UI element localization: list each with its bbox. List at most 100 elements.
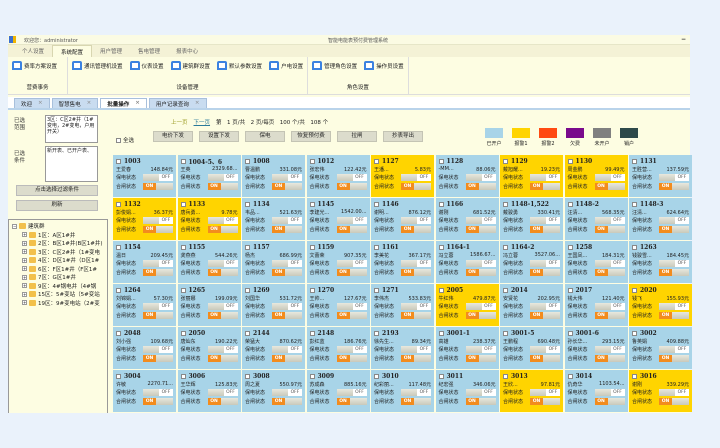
ribbon-tab[interactable]: 用户管理 xyxy=(100,49,123,55)
switch-state-toggle[interactable]: ON xyxy=(336,182,367,190)
refresh-button[interactable]: 刷新 xyxy=(16,200,98,211)
meter-card[interactable]: 1258 王国凤... 184.31元 保电状态 OFF 合闸状态 ON xyxy=(564,241,628,283)
card-checkbox[interactable] xyxy=(438,373,444,379)
expand-icon[interactable]: + xyxy=(22,232,27,238)
meter-card[interactable]: 1003 王爱春 148.84元 保电状态 OFF 合闸状态 ON xyxy=(113,155,176,197)
switch-state-toggle[interactable]: ON xyxy=(465,225,496,233)
switch-state-toggle[interactable]: ON xyxy=(659,268,689,276)
meter-card[interactable]: 1131 王胜营... 137.59元 保电状态 OFF 合闸状态 ON xyxy=(629,155,692,197)
meter-card[interactable]: 3014 仇奇华 1103.54... 保电状态 OFF 合闸状态 ON xyxy=(564,370,628,412)
switch-state-toggle[interactable]: ON xyxy=(465,268,496,276)
switch-state-toggle[interactable]: ON xyxy=(336,268,367,276)
meter-card[interactable]: 3002 鲁英娟 409.88元 保电状态 OFF 合闸状态 ON xyxy=(629,327,692,369)
tree-node[interactable]: +2区：B区1#井(B区1#井) xyxy=(12,239,104,248)
card-checkbox[interactable] xyxy=(245,244,250,250)
meter-card[interactable]: 1155 龚燕燕 544.26元 保电状态 OFF 合闸状态 ON xyxy=(177,241,241,283)
meter-card[interactable]: 3006 王华辉 125.83元 保电状态 OFF 合闸状态 ON xyxy=(177,370,241,412)
meter-card[interactable]: 3013 王欣... 97.81元 保电状态 OFF 合闸状态 ON xyxy=(500,370,563,412)
select-all[interactable]: 全选 xyxy=(116,136,134,144)
ribbon-item-button[interactable]: 费率方案设置 xyxy=(12,61,57,70)
close-tab-icon[interactable]: × xyxy=(86,100,92,106)
switch-state-toggle[interactable]: ON xyxy=(143,354,173,362)
power-state-toggle[interactable]: OFF xyxy=(143,346,173,354)
switch-state-toggle[interactable]: ON xyxy=(530,268,560,276)
power-state-toggle[interactable]: OFF xyxy=(401,303,431,311)
power-state-toggle[interactable]: OFF xyxy=(272,174,302,182)
tree-node[interactable]: +19区：9#变电站（2#变 xyxy=(12,299,104,308)
switch-state-toggle[interactable]: ON xyxy=(530,225,560,233)
power-state-toggle[interactable]: OFF xyxy=(401,346,431,354)
card-checkbox[interactable] xyxy=(438,201,444,207)
power-state-toggle[interactable]: OFF xyxy=(336,217,367,225)
card-checkbox[interactable] xyxy=(503,330,508,336)
card-checkbox[interactable] xyxy=(180,330,186,336)
card-checkbox[interactable] xyxy=(567,330,573,336)
power-state-toggle[interactable]: OFF xyxy=(143,260,173,268)
document-tab[interactable]: 欢迎 × xyxy=(14,98,50,108)
card-checkbox[interactable] xyxy=(374,244,379,250)
meter-card[interactable]: 3008 周之夏 550.97元 保电状态 OFF 合闸状态 ON xyxy=(242,370,305,412)
meter-card[interactable]: 1270 王帅... 127.67元 保电状态 OFF 合闸状态 ON xyxy=(306,284,370,326)
meter-card[interactable]: 1157 杨杰 686.99元 保电状态 OFF 合闸状态 ON xyxy=(242,241,305,283)
document-tab[interactable]: 用户记录查询 × xyxy=(148,98,207,108)
action-button[interactable]: 电价下发 xyxy=(153,131,193,142)
card-checkbox[interactable] xyxy=(503,244,508,250)
switch-state-toggle[interactable]: ON xyxy=(207,311,238,319)
switch-state-toggle[interactable]: ON xyxy=(336,225,367,233)
card-checkbox[interactable] xyxy=(374,330,379,336)
tree-node[interactable]: +3区：C区2#井（1#变电 xyxy=(12,248,104,257)
switch-state-toggle[interactable]: ON xyxy=(272,397,302,405)
card-checkbox[interactable] xyxy=(309,330,315,336)
switch-state-toggle[interactable]: ON xyxy=(401,311,431,319)
power-state-toggle[interactable]: OFF xyxy=(659,217,689,225)
select-all-checkbox[interactable] xyxy=(116,137,121,143)
power-state-toggle[interactable]: OFF xyxy=(272,346,302,354)
meter-card[interactable]: 2014 安贤花 202.95元 保电状态 OFF 合闸状态 ON xyxy=(500,284,563,326)
card-checkbox[interactable] xyxy=(374,287,379,293)
card-checkbox[interactable] xyxy=(180,287,186,293)
switch-state-toggle[interactable]: ON xyxy=(272,225,302,233)
switch-state-toggle[interactable]: ON xyxy=(659,397,689,405)
card-checkbox[interactable] xyxy=(116,244,121,250)
switch-state-toggle[interactable]: ON xyxy=(143,182,173,190)
card-checkbox[interactable] xyxy=(180,158,186,164)
card-checkbox[interactable] xyxy=(116,287,121,293)
meter-card[interactable]: 1127 王潘... 5.83元 保电状态 OFF 合闸状态 ON xyxy=(371,155,434,197)
power-state-toggle[interactable]: OFF xyxy=(401,260,431,268)
card-checkbox[interactable] xyxy=(245,287,250,293)
power-state-toggle[interactable]: OFF xyxy=(594,346,625,354)
meter-card[interactable]: 3009 苏成森 885.16元 保电状态 OFF 合闸状态 ON xyxy=(306,370,370,412)
power-state-toggle[interactable]: OFF xyxy=(143,389,173,397)
card-checkbox[interactable] xyxy=(245,330,250,336)
ribbon-tab[interactable]: 售电管理 xyxy=(138,49,161,55)
switch-state-toggle[interactable]: ON xyxy=(336,397,367,405)
switch-state-toggle[interactable]: ON xyxy=(659,311,689,319)
card-checkbox[interactable] xyxy=(632,330,637,336)
ribbon-item-button[interactable]: 操作员设置 xyxy=(364,61,404,70)
meter-card[interactable]: 3001-5 王鹏程 690.48元 保电状态 OFF 合闸状态 ON xyxy=(500,327,563,369)
power-state-toggle[interactable]: OFF xyxy=(207,389,238,397)
power-state-toggle[interactable]: OFF xyxy=(272,217,302,225)
meter-card[interactable]: 2048 刘小强 109.68元 保电状态 OFF 合闸状态 ON xyxy=(113,327,176,369)
switch-state-toggle[interactable]: ON xyxy=(594,354,625,362)
document-tab[interactable]: 批量操作 × xyxy=(100,98,147,108)
meter-card[interactable]: 2193 徐先生... 89.34元 保电状态 OFF 合闸状态 ON xyxy=(371,327,434,369)
switch-state-toggle[interactable]: ON xyxy=(401,182,431,190)
card-checkbox[interactable] xyxy=(309,158,315,164)
power-state-toggle[interactable]: OFF xyxy=(207,217,238,225)
switch-state-toggle[interactable]: ON xyxy=(401,397,431,405)
card-checkbox[interactable] xyxy=(503,201,508,207)
switch-state-toggle[interactable]: ON xyxy=(143,311,173,319)
meter-card[interactable]: 3001-1 高雄 238.37元 保电状态 OFF 合闸状态 ON xyxy=(435,327,499,369)
tree-node[interactable]: +4区：D区1#井（D区1# xyxy=(12,256,104,265)
switch-state-toggle[interactable]: ON xyxy=(401,354,431,362)
action-button[interactable]: 抄表导出 xyxy=(383,131,423,142)
switch-state-toggle[interactable]: ON xyxy=(272,311,302,319)
meter-card[interactable]: 3010 纪彩丽... 117.48元 保电状态 OFF 合闸状态 ON xyxy=(371,370,434,412)
card-checkbox[interactable] xyxy=(503,287,508,293)
tree-node[interactable]: +7区：G区1#井 xyxy=(12,273,104,282)
expand-icon[interactable]: + xyxy=(22,257,27,263)
card-checkbox[interactable] xyxy=(632,287,637,293)
power-state-toggle[interactable]: OFF xyxy=(401,389,431,397)
meter-card[interactable]: 2144 荣猛大 870.62元 保电状态 OFF 合闸状态 ON xyxy=(242,327,305,369)
